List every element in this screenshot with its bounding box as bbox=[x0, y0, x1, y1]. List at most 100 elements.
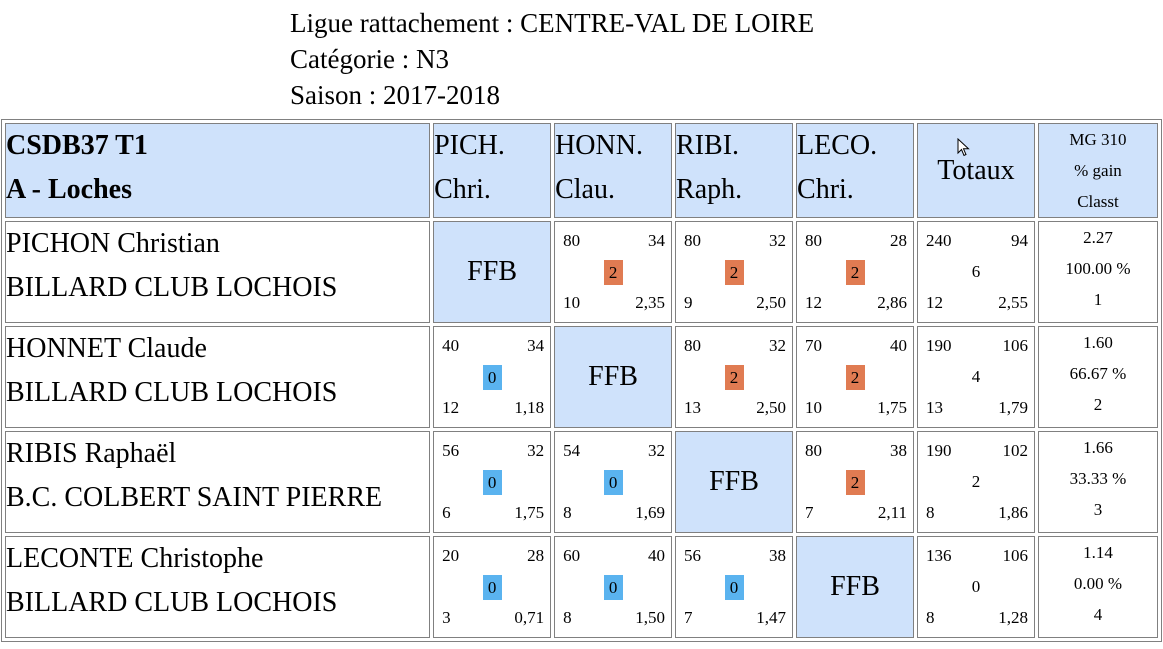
match-result-cell: 80 32 2 13 2,50 bbox=[675, 326, 794, 428]
player-cell: HONNET Claude BILLARD CLUB LOCHOIS bbox=[5, 326, 431, 428]
player-name: HONNET Claude bbox=[6, 333, 207, 364]
total-match-points: 6 bbox=[971, 262, 981, 281]
self-match-cell: FFB bbox=[554, 326, 673, 428]
header-player-4: LECO. Chri. bbox=[796, 123, 914, 218]
header-gain-label: % gain bbox=[1074, 161, 1122, 180]
innings-opponent: 32 bbox=[769, 336, 787, 355]
player-row: HONNET Claude BILLARD CLUB LOCHOIS 40 34 0 12… bbox=[5, 326, 1158, 428]
innings-opponent: 28 bbox=[889, 231, 907, 250]
match-points-badge: 0 bbox=[482, 470, 502, 495]
best-series: 3 bbox=[442, 608, 451, 627]
innings-opponent: 38 bbox=[769, 546, 787, 565]
best-series: 12 bbox=[805, 293, 823, 312]
header-mg-label: MG 310 bbox=[1069, 130, 1127, 149]
match-result-cell: 56 32 0 6 1,75 bbox=[433, 431, 552, 533]
total-match-points: 0 bbox=[971, 577, 981, 596]
match-points-badge: 2 bbox=[845, 365, 865, 390]
general-average: 1.14 bbox=[1083, 543, 1113, 562]
header-player-firstname: Clau. bbox=[555, 174, 615, 205]
innings-opponent: 38 bbox=[889, 441, 907, 460]
average: 1,75 bbox=[877, 398, 907, 417]
total-best-series: 13 bbox=[925, 398, 943, 417]
innings-opponent: 32 bbox=[648, 441, 666, 460]
innings-opponent: 40 bbox=[648, 546, 666, 565]
match-result-cell: 70 40 2 10 1,75 bbox=[796, 326, 914, 428]
totals-cell: 190 106 4 13 1,79 bbox=[916, 326, 1035, 428]
match-points-badge: 0 bbox=[482, 575, 502, 600]
match-points-badge: 0 bbox=[603, 575, 623, 600]
best-series: 10 bbox=[805, 398, 823, 417]
points-made: 20 bbox=[442, 546, 460, 565]
match-result-cell: 56 38 0 7 1,47 bbox=[675, 536, 794, 638]
innings-opponent: 40 bbox=[889, 336, 907, 355]
header-player-firstname: Chri. bbox=[434, 174, 491, 205]
rank: 2 bbox=[1093, 395, 1103, 414]
group-subtitle: A - Loches bbox=[6, 174, 132, 205]
average: 2,35 bbox=[635, 293, 666, 312]
player-cell: LECONTE Christophe BILLARD CLUB LOCHOIS bbox=[5, 536, 431, 638]
total-points: 190 bbox=[925, 336, 952, 355]
header-row: CSDB37 T1 A - Loches PICH. Chri. HONN. C… bbox=[5, 123, 1158, 218]
best-series: 10 bbox=[563, 293, 581, 312]
player-cell: RIBIS Raphaël B.C. COLBERT SAINT PIERRE bbox=[5, 431, 431, 533]
header-player-2: HONN. Clau. bbox=[554, 123, 673, 218]
header-rank-label: Classt bbox=[1077, 192, 1119, 211]
player-name: PICHON Christian bbox=[6, 228, 220, 259]
player-club: BILLARD CLUB LOCHOIS bbox=[6, 587, 338, 618]
average: 2,50 bbox=[756, 293, 787, 312]
match-points-badge: 0 bbox=[603, 470, 623, 495]
points-made: 80 bbox=[805, 441, 823, 460]
total-innings: 102 bbox=[1002, 441, 1028, 460]
average: 2,86 bbox=[877, 293, 907, 312]
match-points-badge: 2 bbox=[845, 470, 865, 495]
rank: 4 bbox=[1093, 605, 1103, 624]
average: 1,50 bbox=[635, 608, 666, 627]
points-made: 60 bbox=[563, 546, 581, 565]
match-points-badge: 2 bbox=[603, 260, 623, 285]
self-match-cell: FFB bbox=[675, 431, 794, 533]
match-result-cell: 80 28 2 12 2,86 bbox=[796, 221, 914, 323]
mg-cell: 2.27 100.00 % 1 bbox=[1037, 221, 1158, 323]
total-match-points: 4 bbox=[971, 367, 981, 386]
innings-opponent: 34 bbox=[527, 336, 545, 355]
points-made: 80 bbox=[805, 231, 823, 250]
header-player-1: PICH. Chri. bbox=[433, 123, 552, 218]
general-average: 1.60 bbox=[1083, 333, 1113, 352]
points-made: 80 bbox=[684, 231, 702, 250]
best-series: 9 bbox=[684, 293, 693, 312]
best-series: 8 bbox=[563, 608, 572, 627]
totals-cell: 240 94 6 12 2,55 bbox=[916, 221, 1035, 323]
total-points: 136 bbox=[925, 546, 952, 565]
header-player-3: RIBI. Raph. bbox=[675, 123, 794, 218]
match-result-cell: 40 34 0 12 1,18 bbox=[433, 326, 552, 428]
points-made: 70 bbox=[805, 336, 823, 355]
match-points-badge: 0 bbox=[724, 575, 744, 600]
average: 1,69 bbox=[635, 503, 666, 522]
categorie-line: Catégorie : N3 bbox=[290, 44, 449, 74]
points-made: 80 bbox=[684, 336, 702, 355]
points-made: 40 bbox=[442, 336, 460, 355]
header-player-surname: LECO. bbox=[797, 130, 878, 161]
gain-percent: 33.33 % bbox=[1069, 469, 1127, 488]
mg-cell: 1.66 33.33 % 3 bbox=[1037, 431, 1158, 533]
best-series: 7 bbox=[684, 608, 693, 627]
group-title-cell: CSDB37 T1 A - Loches bbox=[5, 123, 431, 218]
match-result-cell: 80 34 2 10 2,35 bbox=[554, 221, 673, 323]
ligue-line: Ligue rattachement : CENTRE-VAL DE LOIRE bbox=[290, 8, 815, 38]
player-club: BILLARD CLUB LOCHOIS bbox=[6, 377, 338, 408]
points-made: 54 bbox=[563, 441, 581, 460]
player-club: BILLARD CLUB LOCHOIS bbox=[6, 272, 338, 303]
header-player-firstname: Chri. bbox=[797, 174, 854, 205]
best-series: 12 bbox=[442, 398, 460, 417]
general-average: 2.27 bbox=[1083, 228, 1113, 247]
rank: 3 bbox=[1093, 500, 1103, 519]
average: 1,47 bbox=[756, 608, 787, 627]
innings-opponent: 32 bbox=[527, 441, 545, 460]
points-made: 56 bbox=[684, 546, 702, 565]
total-innings: 106 bbox=[1002, 336, 1028, 355]
total-average: 1,86 bbox=[998, 503, 1028, 522]
best-series: 6 bbox=[442, 503, 451, 522]
match-result-cell: 60 40 0 8 1,50 bbox=[554, 536, 673, 638]
best-series: 8 bbox=[563, 503, 572, 522]
player-name: RIBIS Raphaël bbox=[6, 438, 177, 469]
